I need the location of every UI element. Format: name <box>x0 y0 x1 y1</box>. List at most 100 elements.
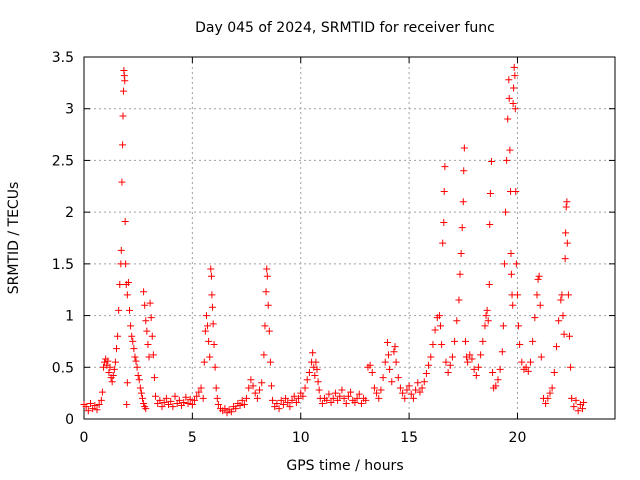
data-point <box>574 407 582 415</box>
data-point <box>557 296 565 304</box>
data-point <box>282 394 290 402</box>
data-point <box>524 367 532 375</box>
data-point <box>334 396 342 404</box>
data-point <box>375 394 383 402</box>
data-point <box>347 388 355 396</box>
data-point <box>429 341 437 349</box>
data-point <box>446 361 454 369</box>
data-point <box>506 146 514 154</box>
data-point <box>505 76 513 84</box>
data-point <box>351 398 359 406</box>
data-point <box>368 368 376 376</box>
data-point <box>440 218 448 226</box>
data-point <box>503 156 511 164</box>
data-point <box>221 405 229 413</box>
data-point <box>386 365 394 373</box>
data-point <box>531 314 539 322</box>
data-point <box>142 317 150 325</box>
data-point <box>403 386 411 394</box>
data-point <box>416 388 424 396</box>
data-point <box>130 345 138 353</box>
data-point <box>156 396 164 404</box>
y-tick-label: 1 <box>65 309 74 325</box>
data-point <box>511 72 519 80</box>
data-point <box>440 187 448 195</box>
data-point <box>209 320 217 328</box>
data-point <box>522 363 530 371</box>
data-point <box>208 291 216 299</box>
data-point <box>479 337 487 345</box>
data-point <box>344 392 352 400</box>
data-point <box>407 390 415 398</box>
data-point <box>214 401 222 409</box>
data-point <box>150 374 158 382</box>
data-point <box>561 255 569 263</box>
data-point <box>171 392 179 400</box>
data-point <box>148 332 156 340</box>
data-point <box>119 141 127 149</box>
data-point <box>167 397 175 405</box>
data-point <box>149 351 157 359</box>
data-point <box>206 353 214 361</box>
data-point <box>499 322 507 330</box>
data-point <box>124 278 132 286</box>
data-point <box>118 178 126 186</box>
data-point <box>109 372 117 380</box>
data-point <box>260 351 268 359</box>
data-point <box>284 398 292 406</box>
data-point <box>113 345 121 353</box>
data-point <box>82 403 90 411</box>
data-point <box>512 187 520 195</box>
data-point <box>117 246 125 254</box>
data-point <box>502 208 510 216</box>
data-point <box>568 394 576 402</box>
data-point <box>123 291 131 299</box>
data-point <box>204 322 212 330</box>
data-point <box>213 394 221 402</box>
data-point <box>355 390 363 398</box>
data-point <box>288 396 296 404</box>
data-point <box>518 358 526 366</box>
data-point <box>500 260 508 268</box>
data-point <box>563 198 571 206</box>
data-point <box>207 265 215 273</box>
data-point <box>142 405 150 413</box>
data-point <box>431 326 439 334</box>
data-point <box>534 275 542 283</box>
data-point <box>258 379 266 387</box>
data-point <box>292 398 300 406</box>
data-point <box>169 403 177 411</box>
data-point <box>110 365 118 373</box>
data-point <box>147 314 155 322</box>
data-point <box>461 337 469 345</box>
data-point <box>93 406 101 414</box>
data-point <box>448 353 456 361</box>
data-point <box>487 157 495 165</box>
data-point <box>558 291 566 299</box>
data-point <box>265 327 273 335</box>
data-point <box>122 260 130 268</box>
y-tick-label: 2.5 <box>52 153 74 169</box>
data-point <box>182 393 190 401</box>
data-point <box>119 112 127 120</box>
data-point <box>399 389 407 397</box>
data-point <box>193 392 201 400</box>
data-point <box>486 221 494 229</box>
data-point <box>205 337 213 345</box>
tick-layer: 0 5 10 15 20 0 0.5 1 1.5 2 2.5 3 3.5 <box>52 50 615 446</box>
x-axis-label: GPS time / hours <box>286 458 403 474</box>
data-point <box>98 388 106 396</box>
data-point <box>535 272 543 280</box>
data-point <box>401 394 409 402</box>
grid-layer <box>84 57 615 419</box>
data-point <box>303 376 311 384</box>
data-point <box>134 372 142 380</box>
data-point <box>366 361 374 369</box>
data-point <box>106 363 114 371</box>
data-point <box>114 332 122 340</box>
data-point <box>405 382 413 390</box>
data-point <box>184 399 192 407</box>
data-point <box>152 392 160 400</box>
chart-title: Day 045 of 2024, SRMTID for receiver fun… <box>195 20 495 36</box>
data-point <box>392 358 400 366</box>
